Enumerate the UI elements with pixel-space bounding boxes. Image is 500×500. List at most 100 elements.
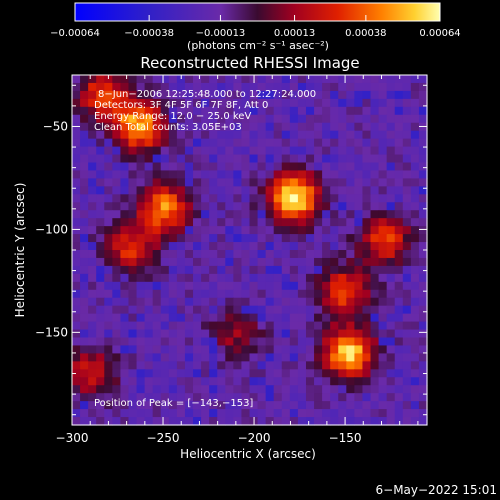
heatmap-cell xyxy=(160,281,170,291)
heatmap-cell xyxy=(193,82,202,92)
heatmap-cell xyxy=(80,75,89,84)
heatmap-cell xyxy=(257,154,267,164)
heatmap-cell xyxy=(257,289,267,299)
heatmap-cell xyxy=(249,265,259,275)
heatmap-cell xyxy=(80,186,89,195)
heatmap-cell xyxy=(249,82,259,92)
heatmap-cell xyxy=(370,417,380,426)
heatmap-cell xyxy=(120,154,130,164)
heatmap-cell xyxy=(184,170,194,179)
heatmap-cell xyxy=(168,297,178,307)
heatmap-cell xyxy=(112,154,122,164)
heatmap-cell xyxy=(418,401,428,410)
heatmap-cell xyxy=(144,122,154,132)
heatmap-cell xyxy=(152,321,162,331)
heatmap-cell xyxy=(418,353,428,362)
heatmap-cell xyxy=(257,417,267,426)
heatmap-cell xyxy=(112,146,122,156)
heatmap-cell xyxy=(217,361,226,370)
heatmap-cell xyxy=(378,281,388,291)
heatmap-cell xyxy=(265,138,275,148)
heatmap-cell xyxy=(330,385,339,394)
heatmap-cell xyxy=(370,337,380,347)
heatmap-cell xyxy=(72,178,81,187)
heatmap-cell xyxy=(225,417,234,426)
heatmap-cell xyxy=(112,289,122,299)
heatmap-cell xyxy=(104,98,113,108)
heatmap-cell xyxy=(144,106,154,116)
heatmap-cell xyxy=(104,345,113,354)
heatmap-cell xyxy=(233,313,243,323)
heatmap-cell xyxy=(410,265,420,275)
heatmap-cell xyxy=(394,409,404,418)
heatmap-cell xyxy=(201,337,210,347)
heatmap-cell xyxy=(410,226,420,235)
heatmap-cell xyxy=(314,321,323,331)
heatmap-cell xyxy=(314,305,323,315)
heatmap-cell xyxy=(88,353,97,362)
heatmap-cell xyxy=(184,361,194,370)
heatmap-cell xyxy=(281,250,291,259)
heatmap-cell xyxy=(160,401,170,410)
heatmap-cell xyxy=(314,265,323,275)
heatmap-cell xyxy=(362,106,372,116)
heatmap-cell xyxy=(104,194,113,203)
heatmap-cell xyxy=(418,377,428,386)
heatmap-cell xyxy=(338,417,347,426)
heatmap-cell xyxy=(193,218,202,227)
heatmap-cell xyxy=(96,321,105,331)
heatmap-cell xyxy=(104,281,113,291)
heatmap-cell xyxy=(265,417,275,426)
heatmap-cell xyxy=(305,226,315,235)
heatmap-cell xyxy=(128,385,138,394)
heatmap-cell xyxy=(217,273,226,283)
heatmap-cell xyxy=(168,114,178,124)
heatmap-cell xyxy=(80,114,89,124)
heatmap-cell xyxy=(217,401,226,410)
heatmap-cell xyxy=(96,329,105,339)
heatmap-cell xyxy=(225,289,234,299)
heatmap-cell xyxy=(193,250,202,259)
heatmap-cell xyxy=(362,178,372,187)
heatmap-cell xyxy=(297,226,307,235)
heatmap-cell xyxy=(386,353,396,362)
heatmap-cell xyxy=(322,186,331,195)
heatmap-cell xyxy=(346,162,355,172)
heatmap-cell xyxy=(314,361,323,370)
heatmap-cell xyxy=(402,122,412,132)
heatmap-cell xyxy=(370,178,380,187)
heatmap-cell xyxy=(273,297,283,307)
heatmap-cell xyxy=(338,130,347,140)
heatmap-cell xyxy=(80,409,89,418)
heatmap-cell xyxy=(394,321,404,331)
heatmap-cell xyxy=(289,345,299,354)
heatmap-cell xyxy=(289,281,299,291)
heatmap-cell xyxy=(273,250,283,259)
heatmap-cell xyxy=(88,170,97,179)
heatmap-cell xyxy=(233,369,243,378)
heatmap-cell xyxy=(104,377,113,386)
heatmap-cell xyxy=(265,210,275,219)
heatmap-cell xyxy=(168,289,178,299)
heatmap-cell xyxy=(72,202,81,211)
heatmap-cell xyxy=(241,401,251,410)
heatmap-cell xyxy=(354,178,364,187)
heatmap-cell xyxy=(152,234,162,243)
heatmap-cell xyxy=(370,106,380,116)
heatmap-cell xyxy=(314,154,323,164)
heatmap-cell xyxy=(273,321,283,331)
heatmap-cell xyxy=(346,138,355,148)
heatmap-cell xyxy=(168,369,178,378)
heatmap-cell xyxy=(225,82,234,92)
heatmap-cell xyxy=(289,90,299,100)
heatmap-cell xyxy=(265,154,275,164)
heatmap-cell xyxy=(217,265,226,275)
heatmap-cell xyxy=(209,345,218,354)
heatmap-cell xyxy=(104,321,113,331)
heatmap-cell xyxy=(201,82,210,92)
heatmap-cell xyxy=(201,409,210,418)
heatmap-cell xyxy=(370,234,380,243)
heatmap-cell xyxy=(386,122,396,132)
heatmap-cell xyxy=(418,178,428,187)
heatmap-cell xyxy=(209,409,218,418)
